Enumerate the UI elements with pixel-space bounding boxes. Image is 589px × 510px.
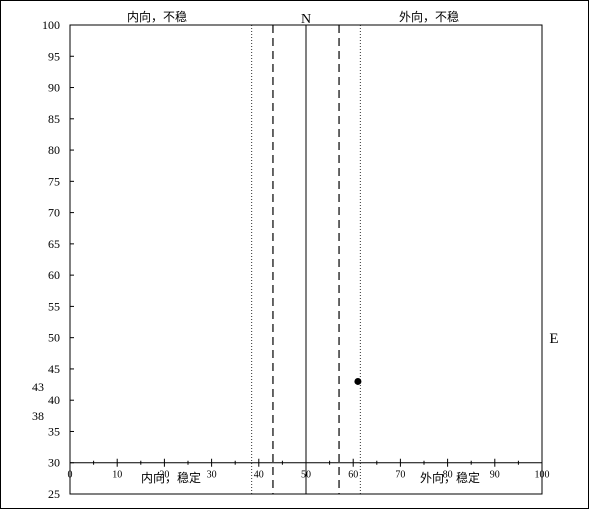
x-tick-label: 10 — [112, 470, 122, 481]
x-axis: 0 10 20 30 40 50 60 70 80 90 100 — [68, 458, 550, 481]
extra-left-label-2: 38 — [32, 409, 44, 423]
y-tick-label: 55 — [48, 299, 60, 313]
y-tick-label: 85 — [48, 112, 60, 126]
x-tick-label: 40 — [254, 470, 264, 481]
y-tick-label: 65 — [48, 237, 60, 251]
y-tick-label: 95 — [48, 49, 60, 63]
reference-lines — [251, 25, 361, 494]
region-label-top-left: 内向，不稳 — [127, 9, 187, 24]
extra-left-label-1: 43 — [32, 380, 44, 394]
y-tick-label: 90 — [48, 81, 60, 95]
x-tick-label: 100 — [535, 470, 550, 481]
data-point — [354, 377, 362, 385]
x-tick-label: 20 — [159, 470, 169, 481]
x-tick-label: 60 — [348, 470, 358, 481]
x-tick-label: 0 — [68, 470, 73, 481]
y-tick-label: 75 — [48, 174, 60, 188]
y-tick-label: 70 — [48, 206, 60, 220]
x-tick-label: 30 — [207, 470, 217, 481]
x-tick-label: 80 — [443, 470, 453, 481]
y-tick-label: 100 — [42, 18, 60, 32]
region-label-bottom-right: 外向，稳定 — [420, 470, 480, 485]
region-label-top-right: 外向，不稳 — [399, 9, 459, 24]
data-points — [354, 377, 362, 385]
y-tick-label: 80 — [48, 143, 60, 157]
x-tick-label: 50 — [301, 470, 311, 481]
y-tick-label: 35 — [48, 424, 60, 438]
x-axis-label: E — [549, 331, 558, 347]
y-tick-label: 40 — [48, 393, 60, 407]
y-tick-label: 45 — [48, 362, 60, 376]
y-tick-label: 60 — [48, 268, 60, 282]
x-tick-label: 70 — [395, 470, 405, 481]
x-tick-label: 90 — [490, 470, 500, 481]
y-tick-label: 50 — [48, 331, 60, 345]
region-label-bottom-left: 内向，稳定 — [141, 470, 201, 485]
y-tick-label: 25 — [48, 487, 60, 501]
y-axis: 25 30 35 40 45 50 55 60 65 70 75 80 85 90 95 100 — [42, 18, 74, 501]
top-center-label: N — [301, 12, 311, 27]
y-tick-label: 30 — [48, 456, 60, 470]
